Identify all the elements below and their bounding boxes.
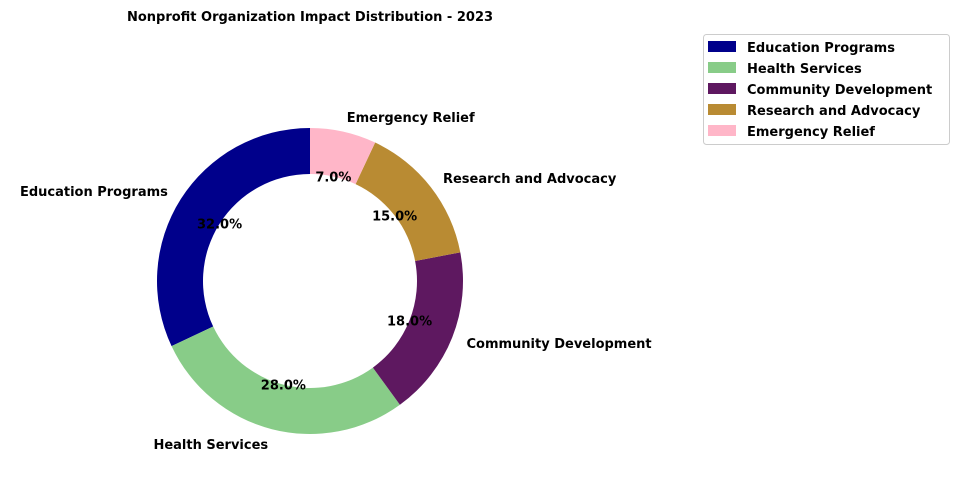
- slice-community-development: [372, 252, 463, 405]
- category-labels-group: Education Programs Health Services Communi…: [20, 111, 652, 453]
- legend-label-research-and-advocacy: Research and Advocacy: [747, 104, 921, 119]
- legend: Education Programs Health Services Communi…: [703, 34, 950, 145]
- slice-health-services: [171, 326, 400, 434]
- slice-education-programs: [156, 128, 310, 347]
- category-label-research-and-advocacy: Research and Advocacy: [443, 172, 617, 187]
- slice-research-and-advocacy: [355, 142, 461, 261]
- percent-label-research-and-advocacy: 15.0%: [372, 209, 417, 224]
- category-label-emergency-relief: Emergency Relief: [347, 111, 475, 126]
- legend-swatch-education-programs: [708, 41, 736, 52]
- legend-frame: [703, 34, 950, 145]
- legend-swatch-research-and-advocacy: [708, 104, 736, 115]
- slices-group: [156, 128, 463, 434]
- legend-label-emergency-relief: Emergency Relief: [747, 125, 875, 140]
- category-label-community-development: Community Development: [466, 337, 651, 352]
- legend-swatch-community-development: [708, 83, 736, 94]
- percent-label-education-programs: 32.0%: [197, 218, 242, 233]
- legend-label-education-programs: Education Programs: [747, 41, 895, 56]
- percent-label-emergency-relief: 7.0%: [315, 170, 351, 185]
- slice-emergency-relief: [310, 128, 376, 185]
- chart-title: Nonprofit Organization Impact Distributi…: [127, 10, 493, 25]
- legend-label-community-development: Community Development: [747, 83, 932, 98]
- percent-label-community-development: 18.0%: [387, 314, 432, 329]
- legend-swatch-emergency-relief: [708, 125, 736, 136]
- category-label-health-services: Health Services: [153, 438, 268, 453]
- percent-label-health-services: 28.0%: [261, 379, 306, 394]
- legend-swatch-health-services: [708, 62, 736, 73]
- category-label-education-programs: Education Programs: [20, 185, 168, 200]
- percent-labels-group: 32.0% 28.0% 18.0% 15.0% 7.0%: [197, 170, 432, 393]
- legend-label-health-services: Health Services: [747, 62, 862, 77]
